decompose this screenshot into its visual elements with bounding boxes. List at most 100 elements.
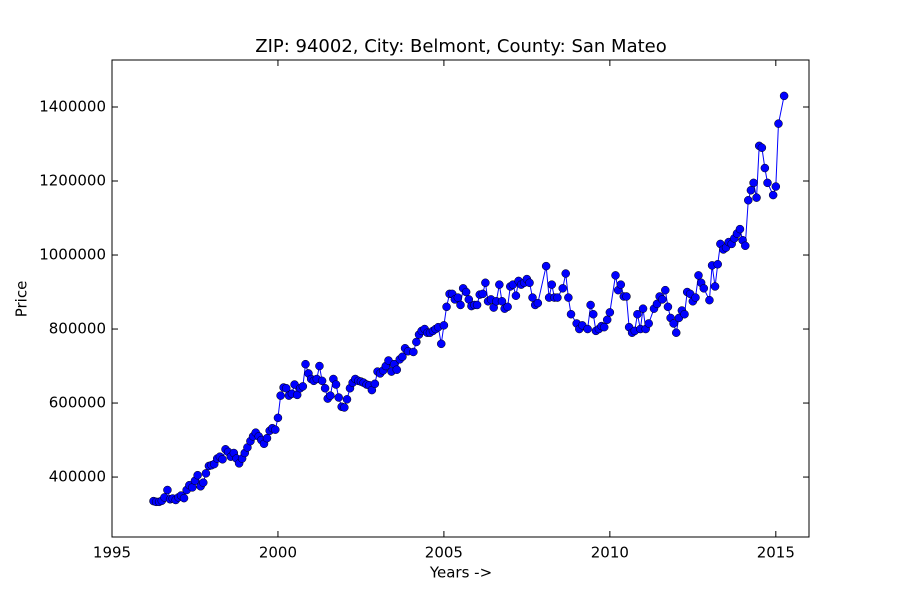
data-point: [495, 280, 504, 289]
data-point: [511, 291, 521, 300]
data-point: [370, 379, 380, 389]
data-point: [752, 193, 761, 202]
data-point: [713, 260, 722, 269]
data-point: [276, 391, 285, 400]
x-axis-label: Years ->: [429, 564, 492, 582]
data-point: [317, 376, 327, 386]
data-point: [201, 469, 211, 478]
data-point: [644, 319, 653, 328]
plot-area: [149, 91, 789, 507]
data-point: [757, 143, 767, 152]
data-point: [472, 300, 482, 310]
y-tick-label: 1400000: [39, 97, 106, 115]
data-point: [218, 455, 227, 464]
data-point: [710, 282, 720, 291]
data-point: [342, 395, 352, 404]
data-point: [334, 393, 343, 402]
data-point: [553, 293, 562, 302]
data-point: [282, 383, 291, 393]
data-point: [633, 309, 642, 319]
data-point: [616, 280, 626, 289]
data-point: [602, 315, 612, 325]
y-tick-label: 1000000: [39, 246, 106, 264]
x-tick-label: 2015: [757, 544, 795, 562]
data-point: [705, 295, 714, 305]
data-point: [273, 413, 283, 423]
data-point: [599, 322, 609, 332]
data-point: [326, 391, 335, 400]
data-point: [771, 182, 781, 191]
data-point: [262, 433, 272, 443]
data-point: [320, 383, 330, 393]
data-point: [436, 339, 446, 349]
data-point: [392, 365, 402, 374]
data-point: [735, 224, 745, 234]
data-point: [179, 493, 189, 503]
data-point: [412, 337, 421, 347]
data-point: [741, 241, 750, 251]
chart-title: ZIP: 94002, City: Belmont, County: San M…: [255, 36, 667, 57]
data-point: [340, 403, 349, 412]
data-point: [525, 278, 534, 288]
data-point: [442, 302, 451, 312]
data-point: [763, 178, 772, 188]
data-point: [439, 321, 449, 330]
data-point: [481, 278, 490, 288]
y-tick-label: 1200000: [39, 172, 106, 190]
data-point: [199, 478, 208, 487]
data-point: [611, 271, 620, 280]
data-point: [193, 470, 202, 480]
data-point: [669, 319, 678, 328]
data-point: [566, 309, 576, 319]
data-point: [671, 328, 681, 337]
data-point: [779, 91, 789, 101]
data-point: [746, 186, 756, 195]
x-tick-label: 2010: [591, 544, 629, 562]
data-point: [638, 304, 648, 313]
data-point: [774, 119, 783, 128]
data-point: [622, 292, 631, 301]
data-point: [398, 352, 407, 362]
data-point: [271, 425, 280, 434]
x-tick-label: 2005: [425, 544, 463, 562]
y-tick-label: 600000: [49, 394, 106, 412]
data-point: [605, 308, 615, 317]
data-point: [331, 380, 341, 389]
data-point: [528, 293, 537, 302]
data-point: [533, 298, 543, 308]
data-point: [661, 285, 670, 295]
data-point: [586, 300, 595, 310]
data-point: [583, 324, 592, 334]
data-point: [478, 289, 487, 299]
data-point: [744, 196, 753, 205]
data-point: [541, 261, 551, 271]
data-point: [663, 302, 673, 312]
data-point: [497, 297, 507, 306]
data-point: [658, 295, 667, 304]
data-point: [503, 302, 512, 312]
y-tick-label: 800000: [49, 320, 106, 338]
data-point: [163, 485, 172, 495]
data-point: [461, 287, 471, 297]
data-point: [564, 293, 573, 302]
data-point: [694, 271, 703, 280]
data-point: [298, 382, 308, 391]
data-point: [453, 293, 463, 302]
data-point: [456, 300, 465, 310]
data-point: [561, 269, 570, 278]
data-point: [547, 280, 557, 289]
y-axis-label: Price: [13, 281, 31, 318]
x-tick-label: 2000: [259, 544, 297, 562]
data-point: [301, 359, 310, 369]
data-point: [409, 347, 418, 357]
data-point: [315, 361, 324, 371]
data-point: [699, 284, 709, 293]
x-tick-label: 1995: [93, 544, 131, 562]
data-point: [768, 190, 778, 200]
y-tick-label: 400000: [49, 468, 106, 486]
data-point: [749, 178, 758, 188]
data-point: [760, 163, 770, 173]
data-point: [691, 293, 700, 302]
